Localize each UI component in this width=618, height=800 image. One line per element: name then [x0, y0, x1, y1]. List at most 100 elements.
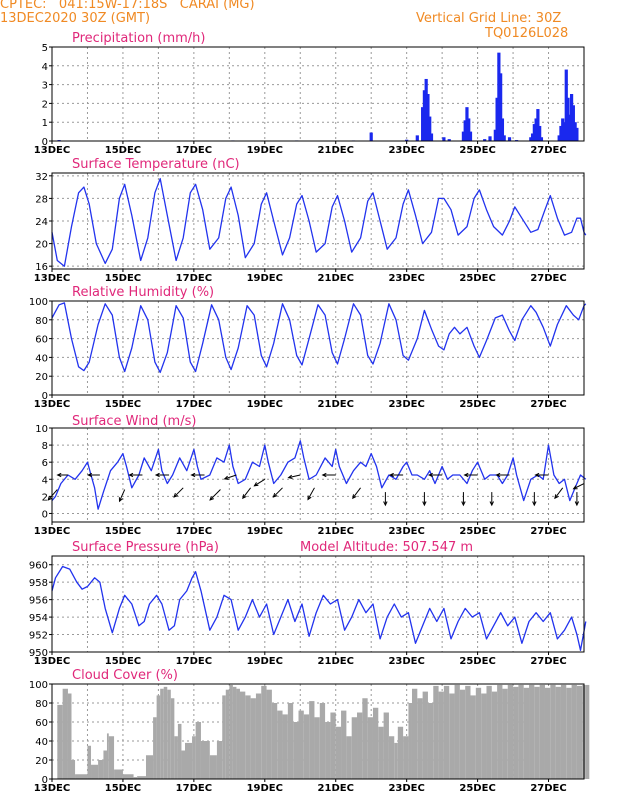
wind-ytick-label: 2 [42, 492, 48, 503]
precip-bar [369, 132, 373, 141]
cloud-bar [534, 686, 540, 779]
precip-bar [483, 139, 487, 141]
cloud-bar [239, 691, 246, 779]
cloud-bar [319, 703, 326, 779]
cloud-bar [383, 712, 389, 779]
cloud-bar [103, 750, 107, 779]
precip-bar [568, 114, 572, 141]
pressure-xtick-label: 21DEC [318, 656, 354, 667]
cloud-bar [491, 691, 498, 779]
cloud-bar [106, 733, 109, 779]
humidity-xtick-label: 27DEC [530, 399, 566, 410]
precip-bar [499, 73, 503, 141]
wind-xtick-label: 19DEC [247, 526, 283, 537]
cloud-bar [209, 755, 217, 779]
wind-arrow-head [572, 485, 578, 490]
precip-bar [571, 105, 575, 141]
cloud-ytick-label: 100 [29, 680, 48, 691]
wind-xtick-label: 15DEC [105, 526, 141, 537]
precipitation-frame [51, 46, 585, 142]
humidity-xtick-label: 17DEC [176, 399, 212, 410]
wind-arrow-head [47, 495, 53, 501]
cloud-bar [497, 684, 503, 779]
cloud-bar [397, 726, 404, 779]
precip-bar [463, 120, 467, 141]
wind-arrow [573, 483, 585, 490]
temperature-frame [51, 172, 585, 270]
pressure-ytick-label: 954 [29, 613, 48, 624]
precipitation-ytick-label: 3 [42, 81, 48, 92]
wind-xtick-label: 25DEC [459, 526, 495, 537]
precip-bar [566, 97, 570, 141]
wind-arrow-head [118, 497, 123, 503]
cloud-frame [51, 683, 585, 780]
precip-bar [493, 129, 497, 141]
cloud-bar [232, 686, 237, 779]
wind-arrow-head [190, 472, 196, 478]
cloud-bar [555, 686, 561, 779]
wind-arrow [288, 474, 301, 479]
temperature-xtick-label: 21DEC [318, 273, 354, 284]
cloud-bar [266, 689, 272, 779]
cloud-bar [550, 684, 556, 779]
cloud-bar [137, 776, 146, 779]
precip-bar [532, 124, 536, 141]
cloud-bar [277, 710, 283, 779]
wind-arrow-head [307, 495, 312, 501]
cloud-bar [160, 688, 164, 779]
temperature-ytick-label: 16 [35, 262, 48, 273]
cloud-ytick-label: 40 [35, 737, 48, 748]
precip-bar [405, 139, 409, 141]
cloud-bar [71, 760, 76, 779]
temperature-xtick-label: 13DEC [34, 273, 70, 284]
cloud-bar [153, 717, 157, 779]
wind-arrow-head [56, 472, 62, 478]
wind-frame [51, 427, 585, 523]
cloud-bar [282, 714, 288, 779]
precip-bar [573, 122, 577, 141]
cloud-bar [362, 698, 368, 779]
wind-arrow-head [272, 492, 278, 498]
cloud-bar [87, 745, 92, 779]
cloud-bar [255, 693, 262, 779]
precip-bar [422, 90, 426, 141]
temperature-xtick-label: 27DEC [530, 273, 566, 284]
wind-arrow [224, 474, 237, 480]
wind-arrow-head [383, 501, 388, 507]
cloud-bar [486, 685, 492, 779]
precip-bar [426, 94, 430, 141]
precipitation-title: Precipitation (mm/h) [72, 31, 205, 46]
precip-bar [465, 107, 469, 141]
cloud-bar [314, 717, 320, 779]
cloud-bar [544, 687, 551, 779]
cloud-bar [351, 717, 358, 779]
cloud-bar [67, 693, 72, 779]
humidity-ytick-label: 100 [29, 297, 48, 308]
cloud-xtick-label: 21DEC [318, 783, 354, 794]
temperature-series-line [51, 177, 587, 267]
cloud-bar [433, 685, 439, 779]
humidity-ytick-label: 20 [35, 372, 48, 383]
wind-arrow [352, 487, 361, 499]
precipitation-ytick-label: 1 [42, 118, 48, 129]
cloud-bar [408, 703, 412, 779]
cloud-ytick-label: 0 [42, 775, 48, 786]
pressure-xtick-label: 23DEC [388, 656, 424, 667]
header-grid-note: Vertical Grid Line: 30Z [416, 11, 562, 26]
cloud-bar [513, 686, 519, 779]
cloud-bar [475, 687, 482, 779]
cloud-bar [330, 712, 336, 779]
wind-arrow-head [574, 501, 580, 507]
humidity-xtick-label: 25DEC [459, 399, 495, 410]
humidity-xtick-label: 23DEC [388, 399, 424, 410]
cloud-bar [98, 760, 104, 779]
precip-bar [467, 118, 471, 141]
cloud-bar [57, 704, 63, 779]
precip-bar [569, 94, 574, 141]
cloud-bar [518, 684, 524, 779]
cloud-bar [156, 695, 161, 779]
humidity-xtick-label: 15DEC [105, 399, 141, 410]
cloud-bar [427, 703, 434, 779]
pressure-xtick-label: 15DEC [105, 656, 141, 667]
